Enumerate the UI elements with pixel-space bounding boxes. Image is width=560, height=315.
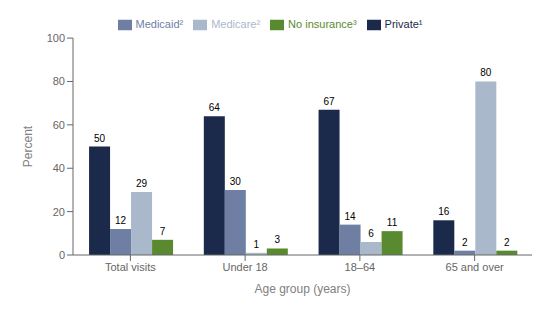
html-text:Medicaid²: Medicaid² [135,18,184,30]
svg-text:80: 80 [53,75,65,87]
svg-text:80: 80 [480,67,492,78]
svg-text:3: 3 [275,234,281,245]
svg-text:6: 6 [368,228,374,239]
svg-text:60: 60 [53,119,65,131]
svg-text:7: 7 [160,226,166,237]
svg-text:1: 1 [254,239,260,250]
svg-text:67: 67 [324,96,336,107]
svg-text:100: 100 [47,32,65,44]
svg-text:14: 14 [345,211,357,222]
svg-text:Percent: Percent [21,125,35,167]
html-text:Medicare²: Medicare² [211,18,261,30]
svg-text:65 and over: 65 and over [446,261,504,273]
svg-text:64: 64 [209,102,221,113]
svg-text:0: 0 [59,249,65,261]
svg-text:12: 12 [115,215,127,226]
html-text:No insurance³: No insurance³ [288,18,357,30]
svg-text:16: 16 [438,206,450,217]
svg-text:Total visits: Total visits [105,261,156,273]
svg-text:30: 30 [230,176,242,187]
svg-text:11: 11 [387,217,398,228]
html-text:Private¹: Private¹ [384,18,423,30]
svg-text:50: 50 [94,133,106,144]
svg-text:18–64: 18–64 [345,261,376,273]
svg-text:29: 29 [136,178,148,189]
svg-text:Under 18: Under 18 [222,261,267,273]
svg-text:Age group (years): Age group (years) [254,282,350,296]
svg-text:20: 20 [53,206,65,218]
svg-text:2: 2 [504,237,510,248]
svg-text:40: 40 [53,162,65,174]
svg-text:2: 2 [462,237,468,248]
